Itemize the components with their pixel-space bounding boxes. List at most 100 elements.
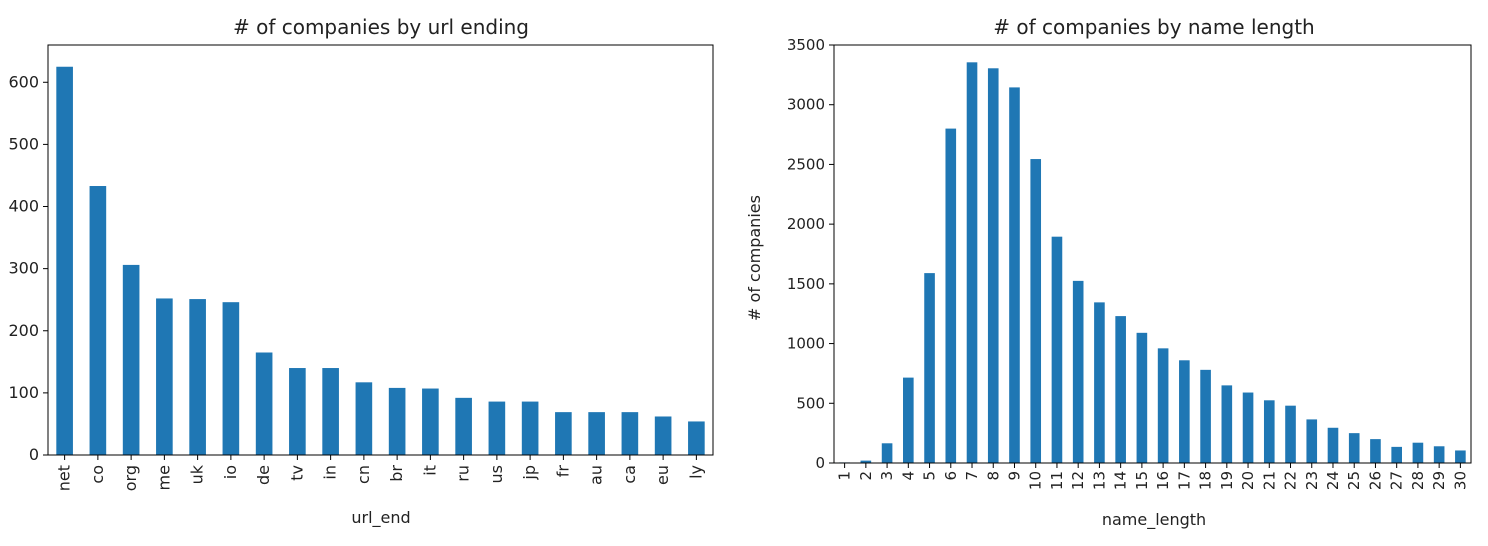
bar-eu xyxy=(654,416,672,455)
x-tick-label: br xyxy=(387,465,406,482)
chart-title: # of companies by url ending xyxy=(233,15,529,39)
x-tick-label: 4 xyxy=(899,471,917,481)
x-tick-label: 27 xyxy=(1388,471,1406,490)
y-axis-ticks: 0 500 1000 1500 2000 2500 3000 3500 xyxy=(787,36,834,472)
bar-24 xyxy=(1327,427,1339,463)
plot-frame xyxy=(833,44,1472,464)
bar-28 xyxy=(1412,442,1424,463)
bar-ca xyxy=(621,412,639,455)
bar-9 xyxy=(1009,87,1020,463)
x-tick-label: me xyxy=(154,465,173,490)
y-tick-label: 500 xyxy=(796,394,825,412)
bar-ru xyxy=(455,397,472,455)
y-tick-label: 300 xyxy=(8,259,39,278)
bar-4 xyxy=(903,377,914,463)
bar-us xyxy=(488,401,506,455)
bar-fr xyxy=(555,412,572,455)
x-tick-label: 19 xyxy=(1218,471,1236,490)
bar-au xyxy=(588,412,605,455)
x-tick-label: 5 xyxy=(921,471,939,481)
x-tick-label: 11 xyxy=(1048,471,1066,490)
x-tick-label: 25 xyxy=(1345,471,1363,490)
bar-me xyxy=(156,298,173,455)
chart-url-ending: # of companies by url ending 0 100 200 300 4… xyxy=(8,15,714,528)
x-tick-label: 6 xyxy=(942,471,960,481)
x-tick-label: 13 xyxy=(1090,471,1108,490)
bar-br xyxy=(388,387,406,455)
x-tick-label: 24 xyxy=(1324,471,1342,490)
bar-in xyxy=(322,368,339,455)
bar-cn xyxy=(355,382,373,455)
bar-30 xyxy=(1455,450,1466,463)
x-tick-label: ca xyxy=(620,465,639,484)
x-tick-label: 20 xyxy=(1239,471,1257,490)
bar-10 xyxy=(1030,159,1042,463)
x-tick-label: 21 xyxy=(1260,471,1278,490)
x-tick-label: us xyxy=(487,465,506,483)
x-tick-label: 17 xyxy=(1175,471,1193,490)
x-tick-label: 18 xyxy=(1197,471,1215,490)
bar-11 xyxy=(1051,236,1063,463)
x-tick-label: cn xyxy=(354,465,373,484)
x-tick-label: 1 xyxy=(836,471,854,481)
bar-2 xyxy=(860,460,872,463)
bar-it xyxy=(422,388,439,455)
bar-27 xyxy=(1391,446,1402,463)
plot-frame xyxy=(47,44,714,456)
bar-23 xyxy=(1306,419,1318,463)
bar-15 xyxy=(1136,332,1148,463)
x-tick-label: it xyxy=(420,465,439,476)
x-tick-label: 23 xyxy=(1303,471,1321,490)
bar-8 xyxy=(987,68,999,463)
x-tick-label: 8 xyxy=(984,471,1002,481)
bar-5 xyxy=(924,273,935,463)
x-tick-label: io xyxy=(221,465,240,479)
chart-title: # of companies by name length xyxy=(993,15,1314,39)
bar-tv xyxy=(289,368,306,455)
x-tick-label: uk xyxy=(188,464,207,484)
x-tick-label: net xyxy=(55,465,74,491)
y-tick-label: 200 xyxy=(8,321,39,340)
bar-21 xyxy=(1263,400,1275,463)
bar-13 xyxy=(1094,302,1105,463)
bar-de xyxy=(255,352,273,455)
x-tick-label: eu xyxy=(653,465,672,485)
y-tick-label: 2000 xyxy=(787,215,825,233)
bar-group xyxy=(839,62,1466,464)
chart-name-length: # of companies by name length 0500100015… xyxy=(745,15,1472,530)
x-tick-label: 7 xyxy=(963,471,981,481)
x-tick-label: 22 xyxy=(1282,471,1300,490)
bar-19 xyxy=(1221,385,1233,463)
x-tick-label: 26 xyxy=(1366,471,1384,490)
y-axis-ticks: 0 100 200 300 400 500 600 xyxy=(8,72,48,464)
y-tick-label: 400 xyxy=(8,197,39,216)
x-tick-label: jp xyxy=(520,465,539,481)
x-axis-ticks: 1 2 3 4 5 6 7 8 9 10 11 12 13 14 15 16 17 18 19 20 21 22 23 24 2… xyxy=(836,463,1469,490)
y-axis-label: # of companies xyxy=(745,195,764,321)
x-tick-label: au xyxy=(587,465,606,485)
bar-12 xyxy=(1072,280,1084,463)
bar-20 xyxy=(1242,392,1254,463)
x-tick-label: 15 xyxy=(1133,471,1151,490)
x-axis-label: url_end xyxy=(351,508,410,528)
bar-net xyxy=(56,66,73,455)
bar-group xyxy=(56,66,705,456)
bar-17 xyxy=(1179,360,1190,463)
y-tick-label: 2500 xyxy=(787,155,825,173)
y-tick-label: 0 xyxy=(815,454,825,472)
bar-3 xyxy=(881,443,893,463)
bar-uk xyxy=(189,299,206,455)
x-tick-label: 14 xyxy=(1112,471,1130,490)
x-tick-label: 10 xyxy=(1027,471,1045,490)
y-tick-label: 500 xyxy=(8,134,39,153)
x-tick-label: ly xyxy=(686,465,705,479)
x-tick-label: 9 xyxy=(1005,471,1023,481)
y-tick-label: 1500 xyxy=(787,275,825,293)
bar-org xyxy=(122,264,140,455)
bar-29 xyxy=(1433,446,1445,463)
bar-16 xyxy=(1157,348,1169,463)
y-tick-label: 1000 xyxy=(787,335,825,353)
x-tick-label: ru xyxy=(454,465,473,482)
x-tick-label: 12 xyxy=(1069,471,1087,490)
